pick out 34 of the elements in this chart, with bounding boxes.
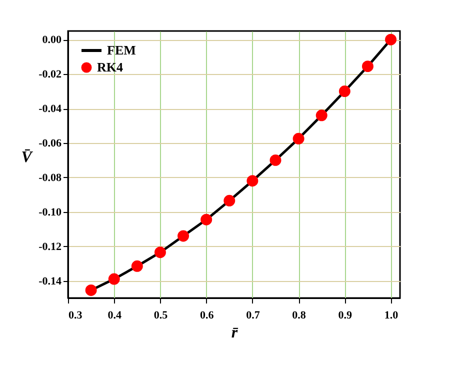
point	[200, 214, 212, 226]
legend-label: FEM	[107, 42, 136, 58]
y-tick-label: -0.06	[38, 137, 62, 150]
point	[85, 284, 97, 296]
y-tick-label: -0.04	[38, 103, 62, 116]
point	[131, 260, 143, 272]
y-tick-label: 0.00	[42, 34, 62, 46]
y-tick-label: -0.08	[38, 172, 62, 184]
x-tick-label: 0.5	[154, 310, 168, 322]
x-tick-label: 0.3	[68, 310, 83, 322]
point	[270, 154, 282, 166]
x-tick-label: 0.8	[292, 310, 306, 322]
x-axis-title: r̄	[231, 324, 238, 342]
y-axis-title: V̄	[21, 148, 34, 166]
point	[224, 194, 236, 206]
point	[246, 175, 258, 187]
x-tick-label: 1.0	[384, 310, 399, 322]
point	[178, 230, 190, 242]
point	[385, 34, 397, 46]
point	[292, 132, 304, 144]
x-tick-label: 0.7	[246, 310, 260, 322]
x-tick-label: 0.9	[338, 310, 353, 322]
point	[338, 86, 350, 98]
point	[154, 246, 166, 258]
y-tick-label: -0.14	[38, 275, 62, 288]
y-tick-label: -0.12	[38, 240, 62, 253]
legend-label: RK4	[97, 60, 124, 74]
x-tick-label: 0.4	[108, 310, 122, 322]
y-tick-label: -0.10	[38, 206, 62, 218]
point	[316, 110, 328, 122]
point	[108, 273, 120, 285]
point	[362, 60, 374, 72]
x-tick-label: 0.6	[200, 310, 214, 322]
y-tick-label: -0.02	[38, 68, 62, 81]
